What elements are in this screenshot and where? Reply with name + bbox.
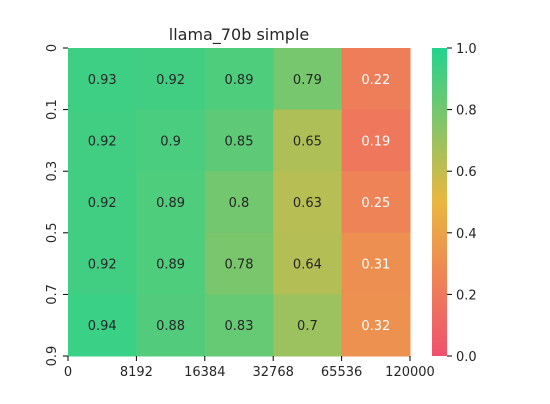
cell-value-label: 0.92	[156, 73, 185, 88]
cell-value-label: 0.64	[293, 258, 322, 273]
cell-value-label: 0.78	[225, 258, 254, 273]
cell-value-label: 0.89	[156, 258, 185, 273]
heatmap-cell	[136, 294, 206, 357]
heatmap-cell	[341, 232, 411, 295]
heatmap-cells: 0.93 0.92 0.89 0.79 0.22 0.92 0.9 0.85 0.65 0.19 0…	[68, 48, 411, 357]
cell-value-label: 0.32	[361, 319, 390, 334]
cell-value-label: 0.8	[229, 196, 250, 211]
heatmap-cell	[136, 171, 206, 234]
heatmap-cell	[204, 109, 274, 172]
y-tick-label: 0.7	[45, 284, 60, 305]
heatmap-cell	[68, 48, 137, 111]
colorbar-tick-label: 0.2	[456, 288, 477, 303]
colorbar-tick-label: 0.0	[456, 350, 477, 365]
heatmap-cell	[204, 48, 274, 111]
heatmap-cell	[68, 109, 137, 172]
colorbar: 0.0 0.2 0.4 0.6 0.8 1.0	[432, 42, 477, 365]
heatmap-cell	[341, 294, 411, 357]
cell-value-label: 0.89	[225, 73, 254, 88]
y-axis-ticks: 0 0.1 0.3 0.5 0.7 0.9	[45, 44, 68, 366]
cell-value-label: 0.79	[293, 73, 322, 88]
x-tick-label: 8192	[120, 365, 153, 380]
colorbar-tick-label: 0.8	[456, 104, 477, 119]
chart-title: llama_70b simple	[169, 25, 310, 45]
cell-value-label: 0.92	[88, 134, 117, 149]
heatmap-cell	[68, 294, 137, 357]
cell-value-label: 0.92	[88, 258, 117, 273]
y-tick-label: 0.9	[45, 346, 60, 367]
cell-value-label: 0.93	[88, 73, 117, 88]
heatmap-cell	[136, 232, 206, 295]
cell-value-label: 0.94	[88, 319, 117, 334]
heatmap-cell	[204, 232, 274, 295]
x-tick-label: 120000	[385, 365, 435, 380]
heatmap-cell	[341, 48, 411, 111]
heatmap-cell	[136, 109, 206, 172]
cell-value-label: 0.63	[293, 196, 322, 211]
cell-value-label: 0.65	[293, 134, 322, 149]
cell-value-label: 0.9	[160, 134, 181, 149]
cell-value-label: 0.7	[297, 319, 318, 334]
heatmap-cell	[273, 109, 343, 172]
heatmap-cell	[341, 109, 411, 172]
heatmap-cell	[68, 232, 137, 295]
cell-value-label: 0.19	[361, 134, 390, 149]
y-tick-label: 0.5	[45, 222, 60, 243]
x-tick-label: 16384	[184, 365, 225, 380]
colorbar-tick-label: 0.6	[456, 165, 477, 180]
heatmap-cell	[136, 48, 206, 111]
cell-value-label: 0.31	[361, 258, 390, 273]
colorbar-tick-label: 0.4	[456, 227, 477, 242]
heatmap-cell	[273, 48, 343, 111]
heatmap-cell	[273, 171, 343, 234]
cell-value-label: 0.89	[156, 196, 185, 211]
cell-value-label: 0.85	[225, 134, 254, 149]
x-tick-label: 32768	[253, 365, 294, 380]
heatmap-cell	[204, 171, 274, 234]
heatmap-cell	[273, 232, 343, 295]
cell-value-label: 0.25	[361, 196, 390, 211]
y-tick-label: 0.3	[45, 161, 60, 182]
colorbar-tick-label: 1.0	[456, 42, 477, 57]
x-tick-label: 65536	[321, 365, 362, 380]
x-axis-ticks: 0 8192 16384 32768 65536 120000	[64, 356, 435, 380]
cell-value-label: 0.92	[88, 196, 117, 211]
x-tick-label: 0	[64, 365, 72, 380]
heatmap-cell	[341, 171, 411, 234]
heatmap-cell	[68, 171, 137, 234]
cell-value-label: 0.83	[225, 319, 254, 334]
cell-value-label: 0.22	[361, 73, 390, 88]
y-tick-label: 0	[45, 44, 60, 52]
colorbar-gradient	[432, 48, 447, 356]
heatmap-cell	[204, 294, 274, 357]
heatmap-cell	[273, 294, 343, 357]
cell-value-label: 0.88	[156, 319, 185, 334]
y-tick-label: 0.1	[45, 99, 60, 120]
